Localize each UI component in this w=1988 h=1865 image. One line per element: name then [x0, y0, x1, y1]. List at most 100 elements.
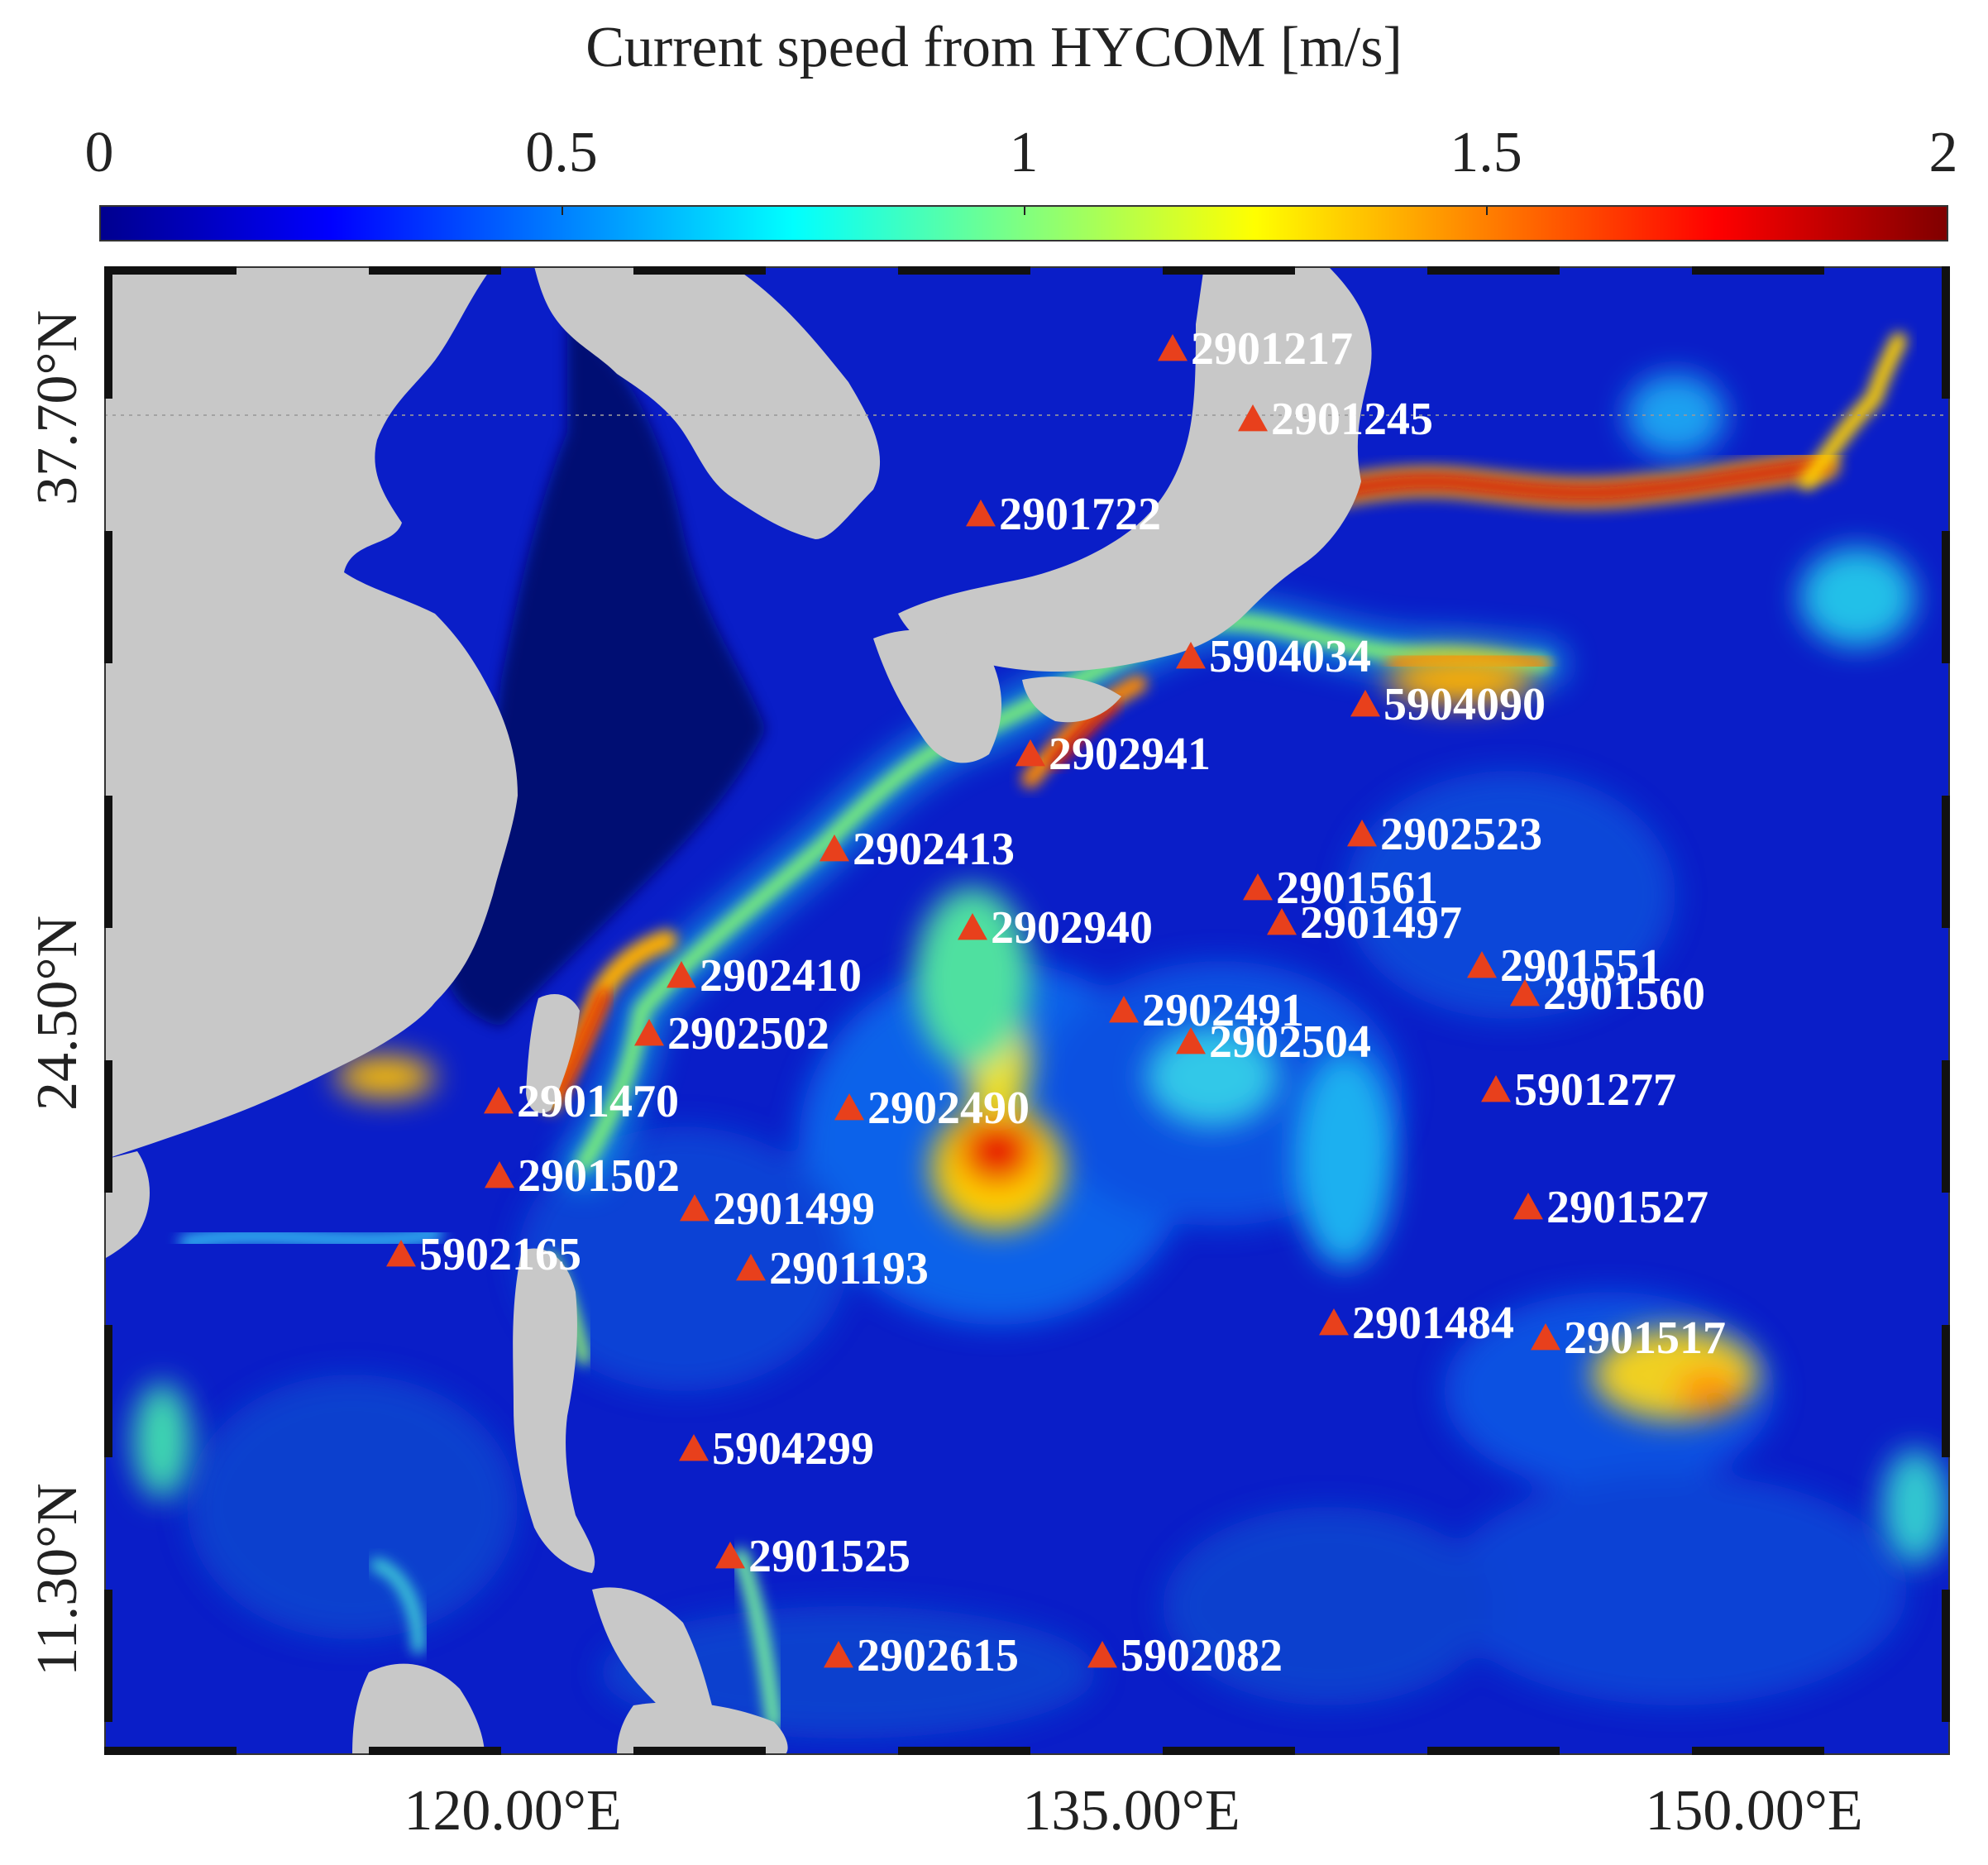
- float-label: 5904090: [1383, 679, 1546, 730]
- frame-tick: [104, 1325, 112, 1457]
- float-marker-icon: [1467, 951, 1497, 978]
- float-5904299: 5904299: [679, 1423, 874, 1475]
- current-speed-field: [133, 316, 1948, 1738]
- frame-tick: [104, 266, 237, 275]
- float-label: 5901277: [1514, 1064, 1676, 1116]
- float-label: 2901561: [1276, 863, 1438, 914]
- float-label: 2902413: [853, 824, 1015, 875]
- float-marker-icon: [1087, 1641, 1117, 1668]
- frame-tick: [1942, 1590, 1950, 1722]
- frame-tick: [104, 266, 112, 399]
- frame-tick: [1163, 266, 1295, 275]
- mindanao: [617, 1702, 788, 1755]
- float-2901245: 2901245: [1238, 394, 1433, 445]
- frame-tick: [1163, 1747, 1295, 1755]
- frame-tick: [104, 1590, 112, 1722]
- visayas: [592, 1587, 716, 1725]
- float-marker-icon: [1176, 1027, 1206, 1054]
- frame-tick: [1942, 266, 1950, 399]
- float-marker-icon: [386, 1240, 416, 1267]
- float-marker-icon: [834, 1093, 864, 1121]
- colorbar-tick-label-4: 2: [1928, 121, 1958, 184]
- float-label: 2901497: [1300, 897, 1462, 949]
- float-2902410: 2902410: [667, 950, 862, 1002]
- frame-tick: [898, 1747, 1030, 1755]
- float-marker-icon: [679, 1434, 709, 1461]
- float-2901561: 2901561: [1243, 863, 1438, 914]
- lon-label-135: 135.00°E: [1022, 1779, 1240, 1843]
- float-marker-icon: [1513, 1193, 1543, 1220]
- frame-tick: [1942, 796, 1950, 928]
- borneo-tip: [352, 1663, 485, 1755]
- float-marker-icon: [1510, 979, 1540, 1007]
- hainan-coast: [104, 1151, 150, 1259]
- colorbar-tick: [1486, 207, 1488, 215]
- float-marker-icon: [667, 961, 696, 988]
- colorbar-tick-label-2: 1: [1009, 121, 1039, 184]
- float-label: 2902410: [700, 950, 862, 1002]
- float-marker-icon: [1016, 739, 1045, 767]
- float-label: 2902523: [1380, 809, 1542, 860]
- colorbar: [99, 205, 1948, 241]
- float-2902504: 2902504: [1176, 1016, 1371, 1068]
- float-2901527: 2901527: [1513, 1182, 1708, 1233]
- float-label: 2901470: [517, 1076, 679, 1127]
- japan-honshu: [898, 266, 1372, 672]
- float-2902523: 2902523: [1347, 809, 1542, 860]
- float-2902490: 2902490: [834, 1083, 1030, 1134]
- colorbar-tick-label-3: 1.5: [1450, 121, 1522, 184]
- colorbar-tick-label-1: 0.5: [525, 121, 598, 184]
- asia-mainland: [104, 266, 518, 1160]
- float-label: 2901245: [1271, 394, 1433, 445]
- korea-peninsula: [534, 266, 881, 539]
- frame-tick: [1692, 1747, 1824, 1755]
- float-label: 5904034: [1209, 631, 1371, 682]
- float-label: 2902491: [1142, 985, 1304, 1036]
- float-2901217: 2901217: [1158, 323, 1353, 375]
- map-frame: [104, 266, 1950, 1755]
- float-2902940: 2902940: [958, 902, 1153, 954]
- float-label: 2901560: [1543, 968, 1705, 1020]
- float-label: 5904299: [712, 1423, 874, 1475]
- frame-tick: [104, 531, 112, 663]
- taiwan: [526, 994, 580, 1113]
- float-marker-icon: [485, 1161, 514, 1188]
- frame-tick: [104, 796, 112, 928]
- frame-tick: [1942, 531, 1950, 663]
- frame-tick: [1942, 1325, 1950, 1457]
- frame-tick: [104, 1060, 112, 1193]
- float-2902941: 2902941: [1016, 729, 1211, 780]
- float-marker-icon: [1267, 908, 1297, 935]
- luzon: [513, 1248, 595, 1573]
- float-2901560: 2901560: [1510, 968, 1705, 1020]
- frame-tick: [104, 1747, 237, 1755]
- frame-tick: [1692, 266, 1824, 275]
- float-2901193: 2901193: [736, 1243, 929, 1294]
- float-label: 2902615: [857, 1630, 1019, 1681]
- float-label: 2901484: [1352, 1298, 1514, 1349]
- float-marker-icon: [1238, 404, 1268, 432]
- float-marker-icon: [824, 1641, 853, 1668]
- frame-tick: [1427, 266, 1560, 275]
- float-marker-icon: [484, 1087, 514, 1114]
- frame-tick: [1942, 1060, 1950, 1193]
- lat-label-24-50: 24.50°N: [26, 915, 89, 1112]
- float-label: 2902941: [1049, 729, 1211, 780]
- lon-label-150: 150.00°E: [1645, 1779, 1863, 1843]
- float-marker-icon: [966, 500, 996, 527]
- float-label: 2901551: [1500, 940, 1662, 992]
- float-5904090: 5904090: [1350, 679, 1546, 730]
- float-label: 2901502: [518, 1150, 680, 1202]
- colorbar-title: Current speed from HYCOM [m/s]: [585, 16, 1403, 79]
- float-5901277: 5901277: [1481, 1064, 1676, 1116]
- frame-tick: [633, 1747, 766, 1755]
- float-2902615: 2902615: [824, 1630, 1019, 1681]
- float-marker-icon: [1347, 820, 1377, 847]
- float-marker-icon: [715, 1542, 745, 1569]
- float-marker-icon: [1176, 642, 1206, 669]
- colorbar-tick-label-0: 0: [84, 121, 114, 184]
- float-label: 2901517: [1564, 1313, 1726, 1364]
- float-marker-icon: [1481, 1075, 1511, 1102]
